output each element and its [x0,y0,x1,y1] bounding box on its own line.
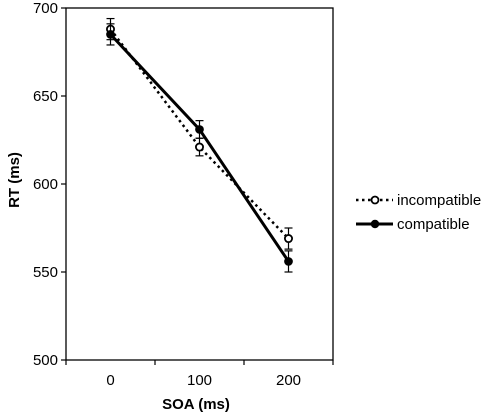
series-layer [106,17,293,273]
legend-marker-incompatible [370,195,380,205]
y-tick-label: 600 [33,176,58,193]
x-axis-title: SOA (ms) [162,396,230,413]
y-tick-label: 700 [33,0,58,17]
y-tick-label: 550 [33,264,58,281]
y-tick-label: 500 [33,352,58,369]
data-point-compatible [284,257,293,266]
y-axis-title: RT (ms) [6,152,23,208]
legend-label-incompatible: incompatible [397,192,481,209]
legend-item-compatible: compatible [356,216,470,233]
plot-area [65,7,334,361]
data-point-incompatible [283,234,293,244]
y-tick-label: 650 [33,88,58,105]
legend-item-incompatible: incompatible [356,192,481,209]
legend-label-compatible: compatible [397,216,470,233]
plot-border [65,7,334,361]
series-line-incompatible [109,28,290,240]
series-compatible [106,23,293,273]
x-tick-label: 0 [106,372,114,389]
data-point-compatible [106,30,115,39]
legend-marker-compatible [370,219,380,229]
x-tick-label: 100 [187,372,212,389]
x-axis: 0 100 200 [65,360,334,389]
data-point-compatible [195,125,204,134]
y-axis: 500 550 600 650 700 [33,0,66,369]
x-tick-label: 200 [276,372,301,389]
data-point-incompatible [194,142,204,152]
legend: incompatible compatible [356,192,481,233]
